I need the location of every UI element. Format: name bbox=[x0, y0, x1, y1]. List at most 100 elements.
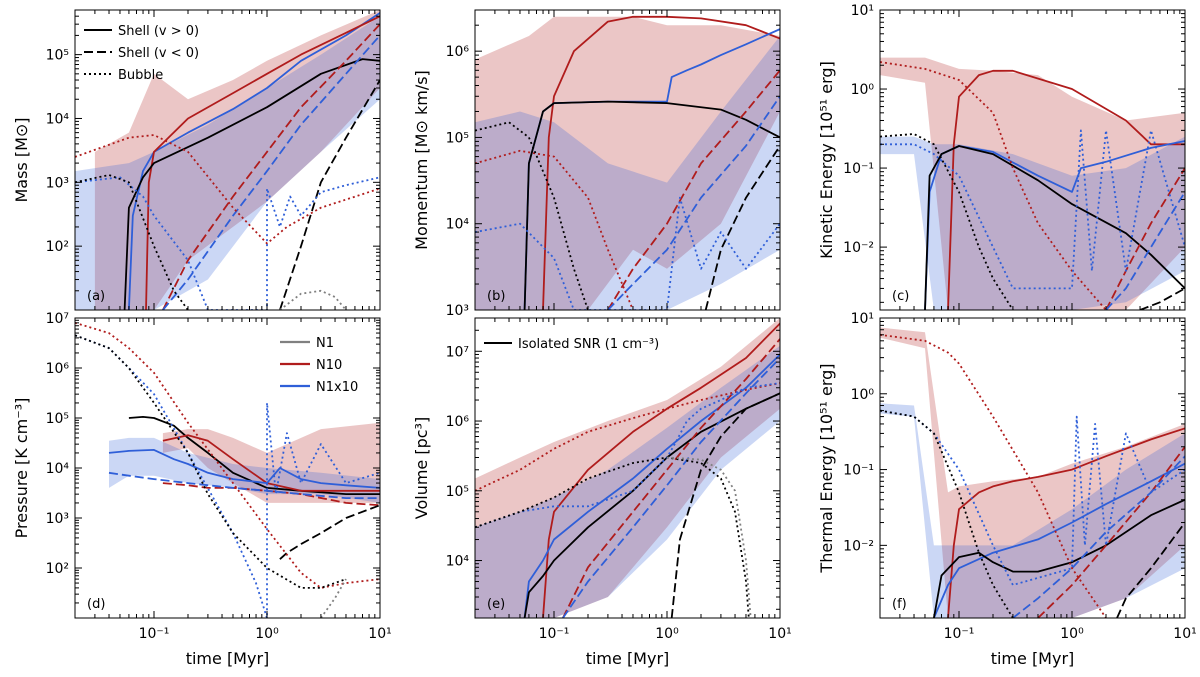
series-n1x10-shell-v-0- bbox=[1105, 191, 1185, 310]
series-n10-bubble bbox=[880, 61, 1107, 310]
series-n10-shell-v-0- bbox=[1037, 446, 1185, 618]
y-tick-label: 10⁵ bbox=[446, 130, 469, 146]
y-tick-label: 10⁵ bbox=[446, 484, 469, 500]
x-tick-label: 10¹ bbox=[768, 626, 791, 642]
legend-isolated: Isolated SNR (1 cm⁻³) bbox=[484, 337, 659, 352]
y-tick-label: 10¹ bbox=[851, 311, 874, 327]
y-tick-label: 10⁵ bbox=[46, 411, 69, 427]
series-n10-shell-v-0- bbox=[1105, 167, 1185, 310]
series-n1x10-bubble bbox=[75, 334, 380, 618]
axes-frame bbox=[474, 9, 781, 311]
series-n1x10-shell-v-0- bbox=[1012, 455, 1185, 618]
axes-frame bbox=[879, 9, 1186, 311]
plot-area bbox=[475, 318, 780, 618]
band-0 bbox=[94, 10, 380, 310]
y-tick-label: 10⁻¹ bbox=[843, 161, 874, 177]
panel-f: 10⁻¹ 10⁰ 10¹ 10⁻² 10⁻¹ 10⁰ 10¹ (f) time [Myr] The… bbox=[817, 311, 1197, 668]
y-tick-label: 10⁷ bbox=[46, 311, 69, 327]
y-axis-label: Momentum [M⊙ km/s] bbox=[412, 70, 431, 250]
axes-frame bbox=[74, 9, 381, 311]
series-isolated-shell-v-0- bbox=[279, 504, 380, 560]
legend-label: N10 bbox=[316, 358, 342, 373]
legend-label: Bubble bbox=[118, 68, 163, 83]
series-isolated-shell-v-0- bbox=[1116, 521, 1185, 618]
y-axis-label: Kinetic Energy [10⁵¹ erg] bbox=[817, 61, 836, 259]
plot-area bbox=[75, 321, 380, 618]
legend-label: Shell (v < 0) bbox=[118, 46, 199, 61]
y-axis-label: Mass [M⊙] bbox=[12, 117, 31, 202]
band-0 bbox=[475, 16, 780, 310]
y-axis-label: Pressure [K cm⁻³] bbox=[12, 398, 31, 539]
series-n10-shell-v-0- bbox=[542, 322, 780, 618]
series-isolated-shell-v-0- bbox=[1139, 287, 1185, 310]
series-isolated-shell-v-0- bbox=[924, 145, 1185, 310]
band-0 bbox=[880, 327, 1185, 618]
series-n1x10-shell-v-0- bbox=[162, 34, 380, 310]
series-isolated-shell-v-0- bbox=[523, 100, 780, 310]
series-n10-bubble bbox=[75, 134, 380, 245]
y-tick-label: 10⁴ bbox=[46, 111, 70, 127]
legend-label: Isolated SNR (1 cm⁻³) bbox=[518, 337, 659, 352]
panel-label: (a) bbox=[87, 289, 105, 304]
series-n10-bubble bbox=[475, 382, 780, 492]
y-axis-label: Thermal Energy [10⁵¹ erg] bbox=[817, 363, 836, 573]
series-isolated-shell-v-0- bbox=[279, 79, 380, 310]
y-tick-label: 10⁴ bbox=[446, 217, 470, 233]
series-n1x10-shell-v-0- bbox=[108, 449, 380, 489]
panel-label: (f) bbox=[892, 597, 907, 612]
series-isolated-bubble bbox=[75, 174, 189, 310]
x-axis-label: time [Myr] bbox=[186, 649, 270, 668]
panel-label: (e) bbox=[487, 597, 505, 612]
series-n10-shell-v-0- bbox=[947, 69, 1185, 310]
x-tick-label: 10⁻¹ bbox=[944, 626, 975, 642]
series-isolated-bubble bbox=[75, 334, 347, 589]
y-tick-label: 10³ bbox=[446, 303, 469, 319]
panel-b: 10³ 10⁴ 10⁵ 10⁶ (b) Momentum [M⊙ km/s] bbox=[412, 9, 781, 319]
y-tick-label: 10⁻² bbox=[843, 538, 874, 554]
series-isolated-shell-v-0- bbox=[704, 145, 780, 310]
series-n1x10-bubble bbox=[75, 176, 380, 310]
series-n10-shell-v-0- bbox=[607, 69, 780, 310]
series-n1x10-shell-v-0- bbox=[933, 462, 1185, 618]
series-n1x10-bubble bbox=[475, 382, 780, 529]
series-n1x10-shell-v-0- bbox=[128, 12, 380, 310]
y-tick-label: 10⁶ bbox=[446, 414, 470, 430]
series-n1-bubble bbox=[279, 289, 347, 310]
band-1 bbox=[475, 36, 780, 310]
series-n10-bubble bbox=[475, 149, 634, 310]
series-isolated-shell-v-0- bbox=[523, 392, 780, 618]
y-tick-label: 10⁵ bbox=[46, 48, 69, 64]
y-tick-label: 10¹ bbox=[851, 3, 874, 19]
legend-label: N1 bbox=[316, 336, 334, 351]
series-isolated-shell-v-0- bbox=[933, 498, 1185, 618]
series-n1x10-shell-v-0- bbox=[108, 471, 380, 499]
series-isolated-shell-v-0- bbox=[670, 392, 780, 618]
x-tick-label: 10¹ bbox=[368, 626, 391, 642]
panel-label: (c) bbox=[892, 289, 909, 304]
series-n10-bubble bbox=[75, 321, 380, 589]
y-tick-label: 10⁶ bbox=[46, 361, 70, 377]
y-tick-label: 10⁴ bbox=[46, 461, 70, 477]
series-n10-shell-v-0- bbox=[162, 482, 380, 507]
series-isolated-shell-v-0- bbox=[123, 58, 380, 310]
y-tick-label: 10³ bbox=[46, 511, 69, 527]
band-1 bbox=[75, 16, 380, 310]
y-tick-label: 10⁰ bbox=[851, 387, 875, 403]
y-tick-label: 10⁷ bbox=[446, 344, 469, 360]
series-n10-shell-v-0- bbox=[562, 338, 780, 618]
y-tick-label: 10⁶ bbox=[446, 44, 470, 60]
series-n1x10-bubble bbox=[880, 129, 1185, 290]
x-tick-label: 10⁰ bbox=[655, 626, 679, 642]
series-n10-shell-v-0- bbox=[542, 15, 780, 310]
x-axis-label: time [Myr] bbox=[991, 649, 1075, 668]
plot-area bbox=[75, 10, 380, 310]
series-n1x10-shell-v-0- bbox=[607, 95, 780, 310]
legend-line-styles: Shell (v > 0) Shell (v < 0) Bubble bbox=[84, 24, 199, 83]
series-n1-bubble bbox=[666, 456, 752, 618]
x-tick-label: 10⁻¹ bbox=[139, 626, 170, 642]
y-axis-label: Volume [pc³] bbox=[412, 417, 431, 519]
plot-area bbox=[880, 57, 1185, 310]
panel-a: 10² 10³ 10⁴ 10⁵ (a) Mass [M⊙] bbox=[12, 9, 381, 311]
legend-runs: N1 N10 N1x10 bbox=[280, 336, 358, 395]
